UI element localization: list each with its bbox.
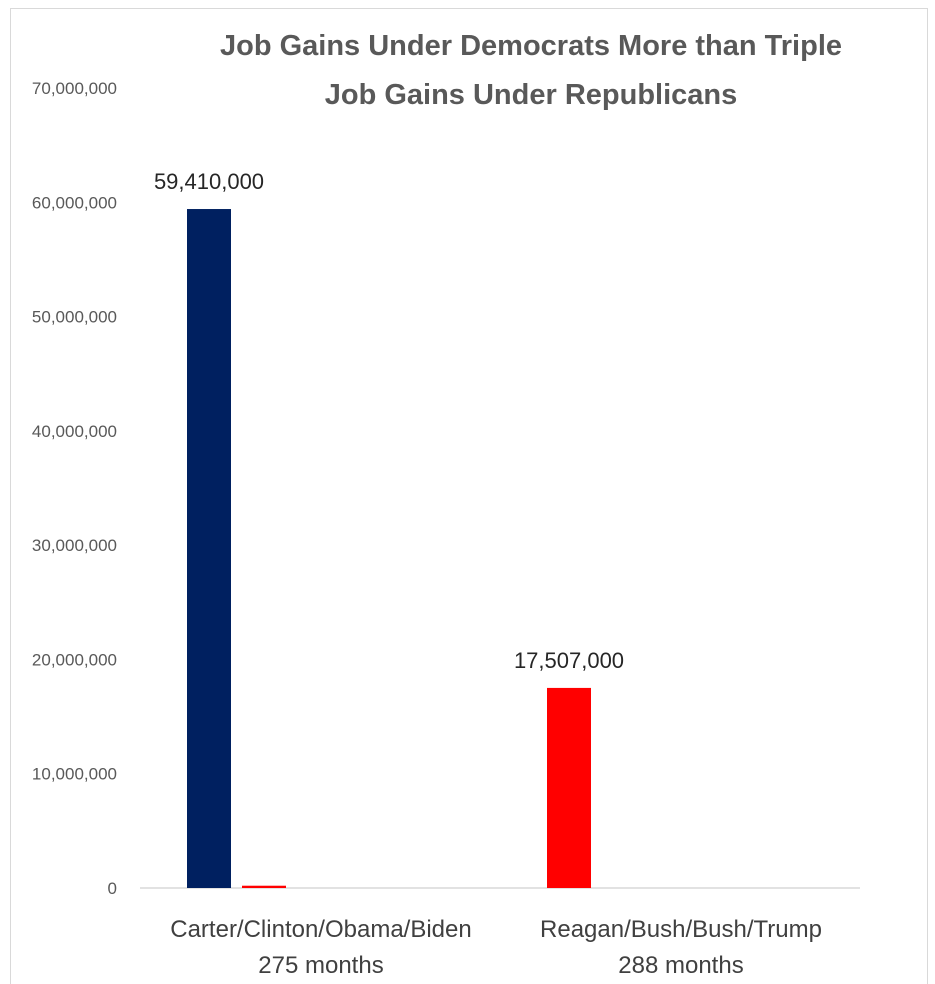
x-category-label: Reagan/Bush/Bush/Trump	[540, 916, 822, 943]
y-tick-label: 20,000,000	[32, 650, 117, 669]
y-tick-label: 10,000,000	[32, 765, 117, 784]
y-tick-label: 70,000,000	[32, 79, 117, 98]
y-tick-label: 0	[108, 879, 117, 898]
x-category-label: 275 months	[258, 952, 383, 979]
y-tick-label: 60,000,000	[32, 193, 117, 212]
bar-series-2-democrats	[242, 886, 286, 888]
bar-series-1-democrats	[187, 209, 231, 888]
y-tick-label: 40,000,000	[32, 422, 117, 441]
data-label: 17,507,000	[514, 648, 624, 673]
bar-series-2-republicans	[547, 688, 591, 888]
bars	[187, 209, 591, 888]
y-tick-label: 30,000,000	[32, 536, 117, 555]
x-category-label: Carter/Clinton/Obama/Biden	[170, 916, 471, 943]
chart-title: Job Gains Under Democrats More than Trip…	[220, 30, 842, 111]
chart-title-line-2: Job Gains Under Republicans	[325, 79, 738, 111]
data-label: 59,410,000	[154, 169, 264, 194]
y-axis: 0 10,000,000 20,000,000 30,000,000 40,000,00…	[32, 79, 117, 898]
x-axis: Carter/Clinton/Obama/Biden 275 months Reag…	[170, 916, 822, 979]
y-tick-label: 50,000,000	[32, 308, 117, 327]
chart-title-line-1: Job Gains Under Democrats More than Trip…	[220, 30, 842, 62]
x-category-label: 288 months	[618, 952, 743, 979]
